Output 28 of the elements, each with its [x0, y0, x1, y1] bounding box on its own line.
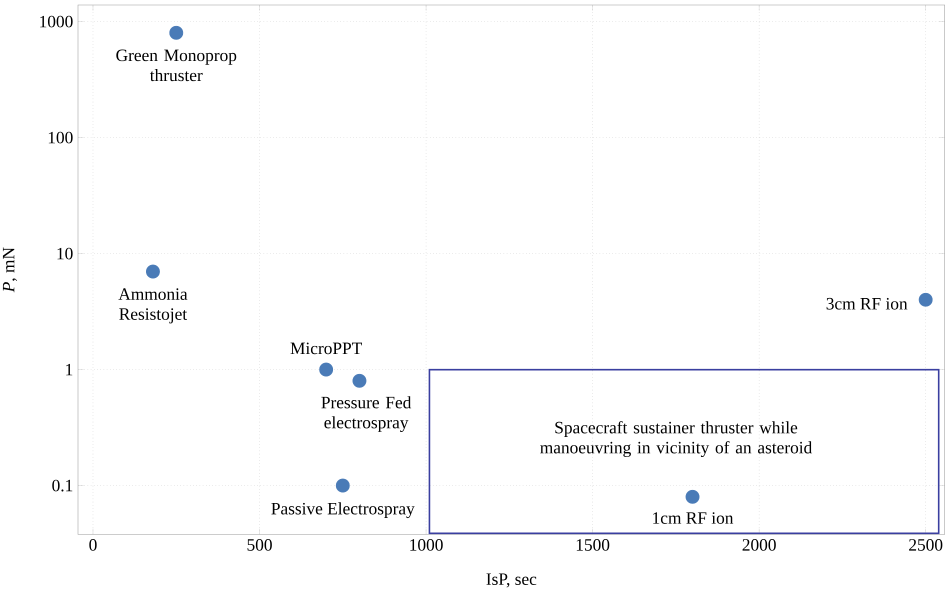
x-tick-label: 500 — [248, 539, 272, 551]
y-axis-title: P, mN — [2, 247, 17, 292]
annotation: Passive Electrospray — [271, 502, 415, 518]
point — [352, 374, 366, 388]
point — [319, 362, 334, 377]
annotation: Green Monoprop thruster — [116, 50, 236, 82]
x-axis-title: IsP, sec — [486, 573, 536, 588]
y-tick-label: 10 — [57, 248, 73, 260]
point — [686, 490, 700, 504]
annotation: 3cm RF ion — [826, 298, 908, 310]
x-tick-label: 1000 — [410, 539, 443, 551]
point — [146, 264, 160, 278]
point — [169, 26, 184, 40]
x-tick-label: 2000 — [742, 539, 776, 551]
x-tick-label: 0 — [89, 539, 97, 551]
annotation: Pressure Fed electrospray — [321, 396, 412, 432]
y-tick-label: 100 — [48, 132, 73, 144]
y-tick-label: 1 — [66, 364, 72, 376]
annotation: MicroPPT — [290, 342, 362, 354]
annotation: Ammonia Resistojet — [118, 288, 188, 324]
point — [336, 478, 350, 493]
x-tick-label: 1500 — [576, 539, 610, 551]
point — [918, 292, 933, 307]
x-tick-label: 2500 — [909, 539, 942, 551]
annotation: 1cm RF ion — [653, 512, 734, 524]
annotation: Spacecraft sustainer thruster while manoeuvring in vicinity of an asteroid — [540, 421, 812, 458]
y-tick-label: 1000 — [40, 16, 73, 28]
y-tick-label: 0.1 — [52, 480, 72, 492]
